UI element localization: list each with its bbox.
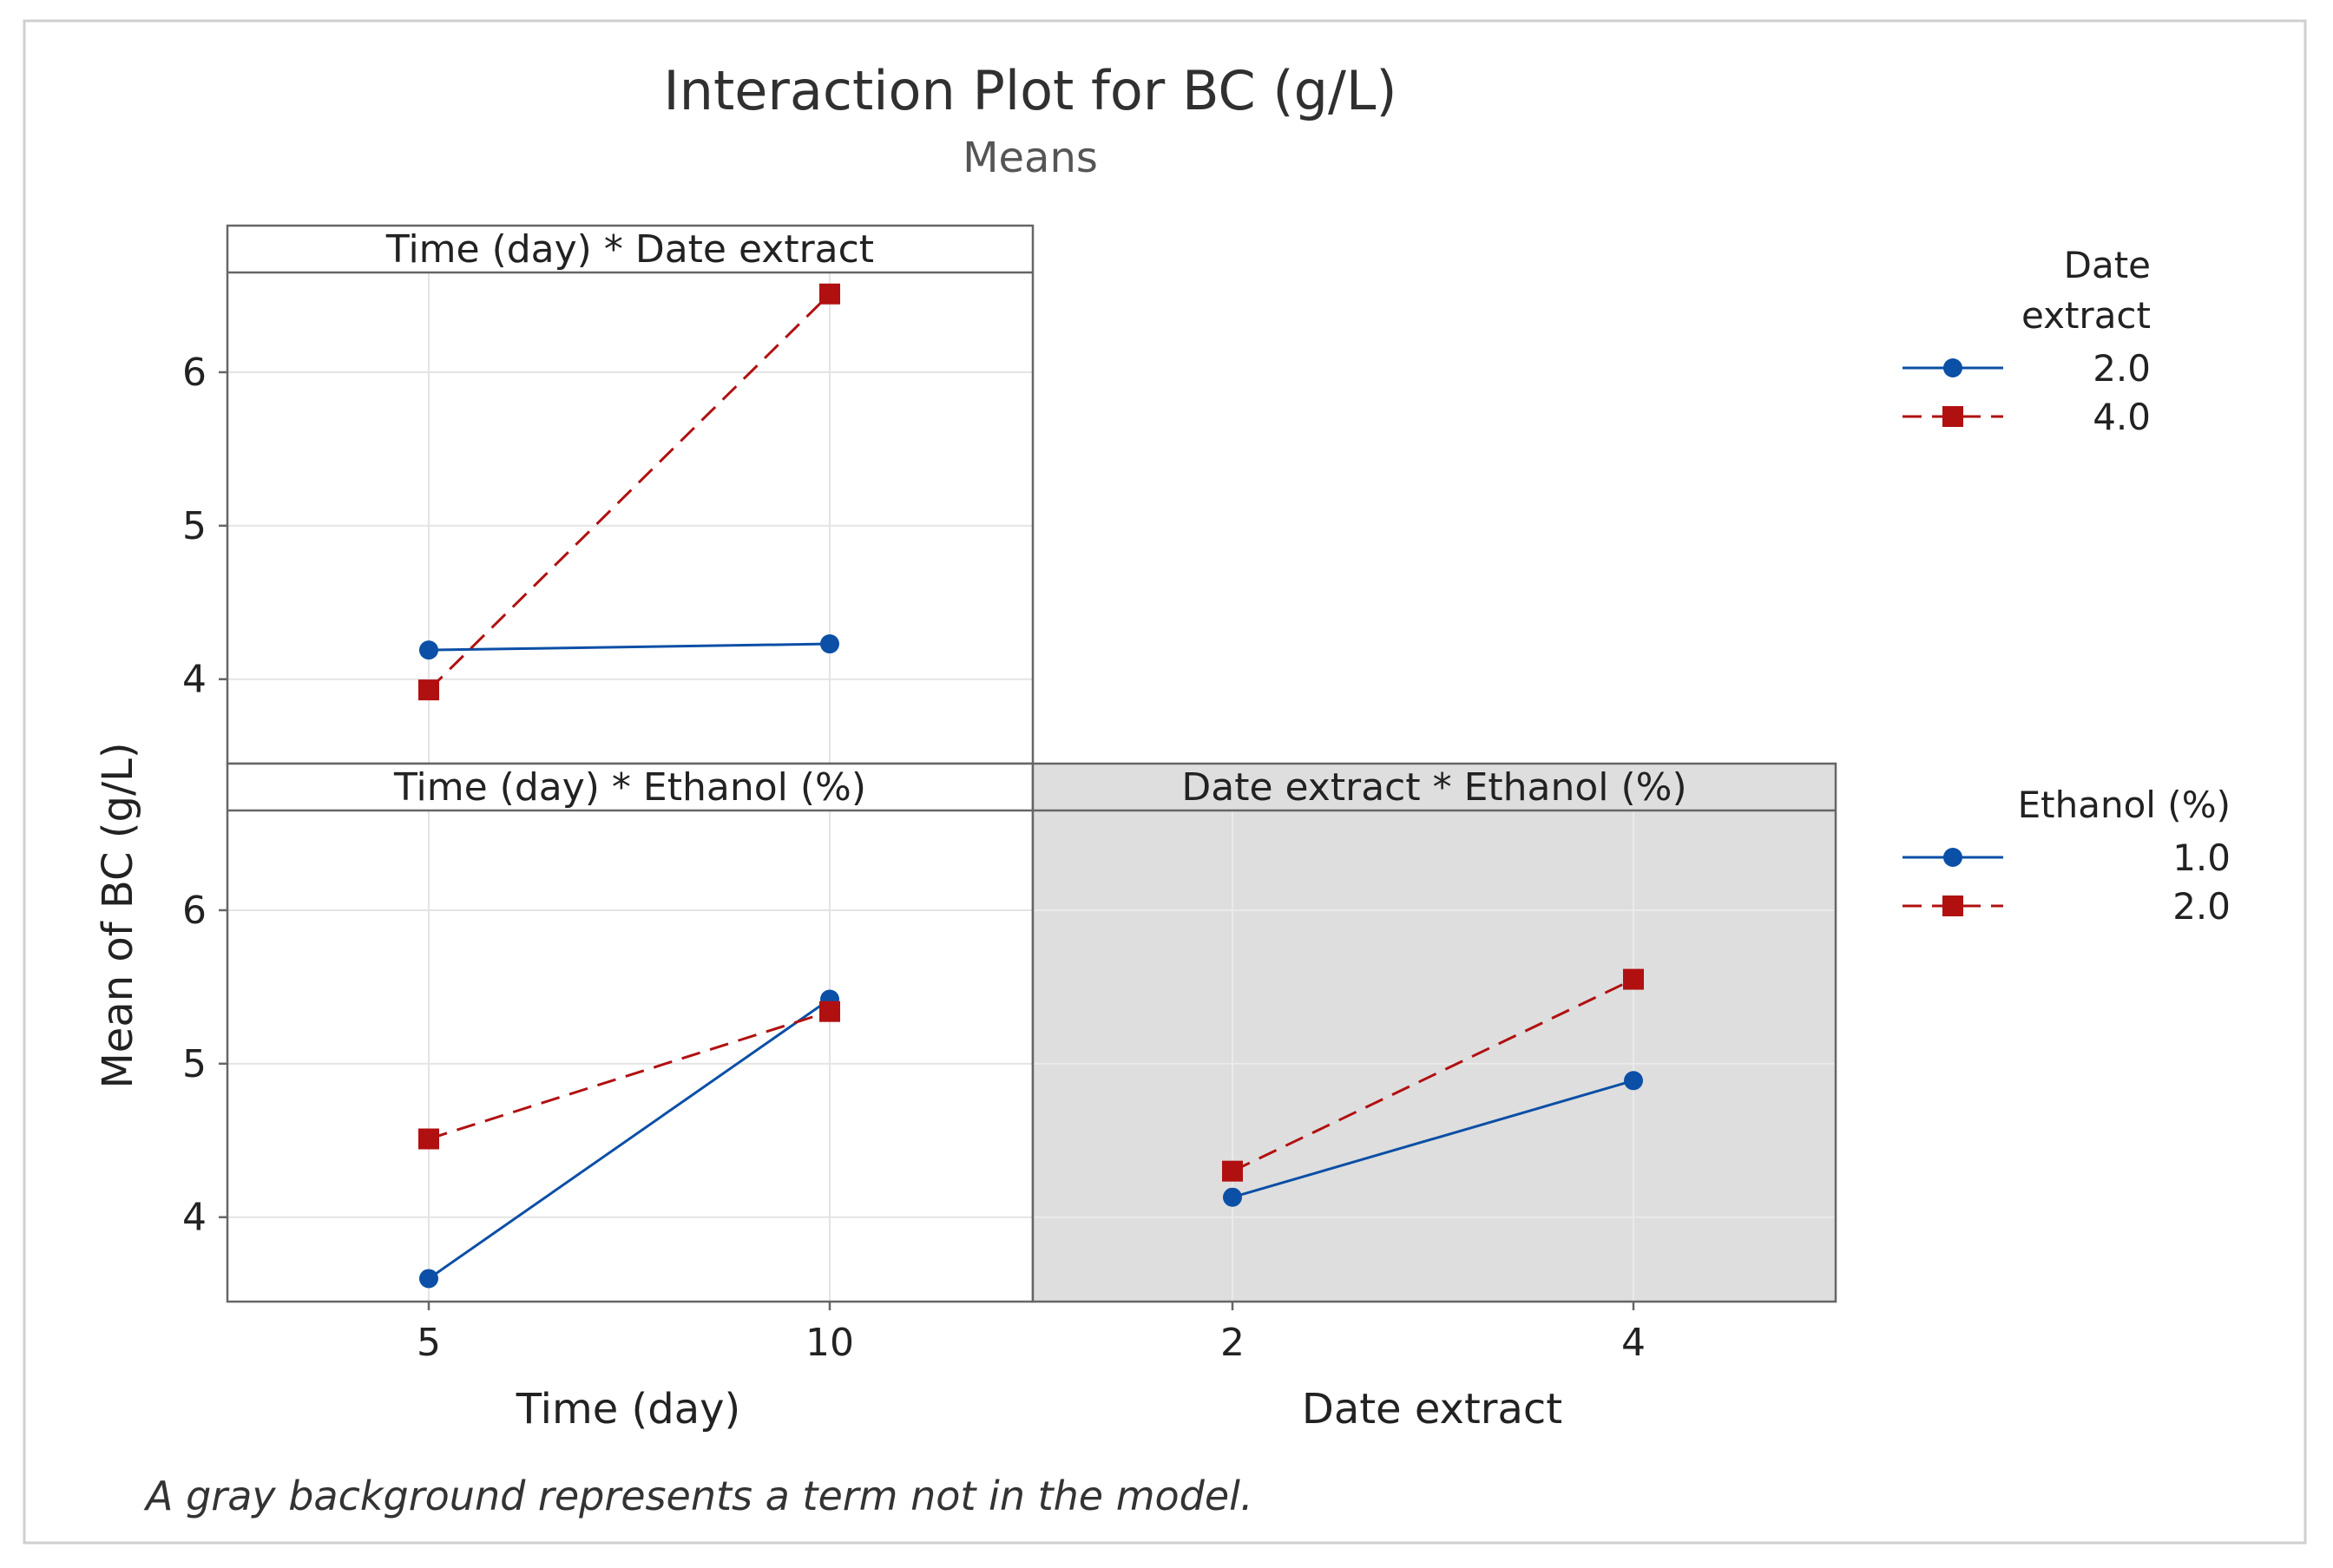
panel-strip-title: Time (day) * Ethanol (%): [393, 765, 866, 810]
y-tick-label: 4: [182, 1196, 207, 1240]
y-tick-label: 4: [182, 658, 207, 702]
data-point-1.0-5: [419, 1269, 438, 1289]
legend-1: Ethanol (%) 1.0 2.0: [1903, 784, 2231, 928]
series-line-2.0: [428, 642, 831, 652]
data-point-2.0-10: [819, 1001, 840, 1022]
axes: 4 5 6 4 5 6 5 10 2 4: [182, 351, 1646, 1365]
legend-entry-label: 4.0: [2093, 396, 2151, 438]
x-axis-label-date-extract: Date extract: [1302, 1385, 1562, 1434]
panel-frame: [1031, 762, 1837, 1303]
chart-title: Interaction Plot for BC (g/L): [663, 59, 1397, 122]
chart-subtitle: Means: [963, 134, 1098, 182]
panels-layer: Time (day) * Date extract Time (day) * Et…: [182, 224, 1837, 1365]
legend-entry-label: 2.0: [2093, 347, 2151, 390]
x-tick-label: 2: [1220, 1321, 1245, 1365]
panel-background: [227, 226, 1033, 764]
legend-0: Date extract 2.0 4.0: [1903, 244, 2151, 438]
data-point-4.0-5: [418, 679, 439, 701]
panel-strip-title: Time (day) * Date extract: [385, 227, 874, 272]
panel-strip-title: Date extract * Ethanol (%): [1181, 765, 1686, 810]
footnote: A gray background represents a term not …: [143, 1473, 1253, 1519]
data-point-2.0-2: [1222, 1160, 1243, 1182]
y-tick-label: 6: [182, 889, 207, 933]
legend-title: extract: [2021, 294, 2151, 337]
data-point-2.0-10: [820, 634, 839, 654]
y-axis-label: Mean of BC (g/L): [94, 742, 142, 1088]
series-line-1.0: [428, 998, 831, 1280]
legend-marker: [1943, 358, 1962, 377]
x-tick-label: 10: [805, 1321, 854, 1365]
legend-marker: [1942, 896, 1963, 916]
legend-entry-label: 1.0: [2172, 836, 2231, 879]
panel-2: Date extract * Ethanol (%): [1031, 762, 1837, 1303]
legend-title: Ethanol (%): [2018, 784, 2231, 826]
panel-background: [1033, 764, 1836, 1302]
series-line-2.0: [1232, 978, 1634, 1173]
legend-title: Date: [2064, 244, 2151, 286]
series-line-2.0: [428, 1010, 831, 1140]
legend-entry-label: 2.0: [2172, 885, 2231, 928]
panel-0: Time (day) * Date extract: [226, 224, 1035, 765]
data-point-4.0-10: [819, 283, 840, 305]
panel-1: Time (day) * Ethanol (%): [226, 762, 1035, 1303]
data-point-2.0-4: [1623, 968, 1644, 990]
legend-marker: [1943, 848, 1962, 867]
panel-background: [227, 764, 1033, 1302]
x-tick-label: 4: [1621, 1321, 1646, 1365]
data-point-1.0-2: [1223, 1187, 1242, 1207]
y-tick-label: 6: [182, 351, 207, 395]
series-line-4.0: [427, 292, 831, 692]
x-tick-label: 5: [417, 1321, 441, 1365]
data-point-1.0-4: [1624, 1071, 1643, 1091]
legend-marker: [1942, 406, 1963, 427]
y-tick-label: 5: [182, 1042, 207, 1086]
y-tick-label: 5: [182, 504, 207, 548]
legend-layer: Date extract 2.0 4.0 Ethanol (%) 1.0 2.0: [1903, 244, 2231, 928]
data-point-2.0-5: [419, 640, 438, 660]
data-point-2.0-5: [418, 1128, 439, 1150]
x-axis-label-time: Time (day): [516, 1385, 740, 1434]
series-line-1.0: [1232, 1079, 1634, 1199]
